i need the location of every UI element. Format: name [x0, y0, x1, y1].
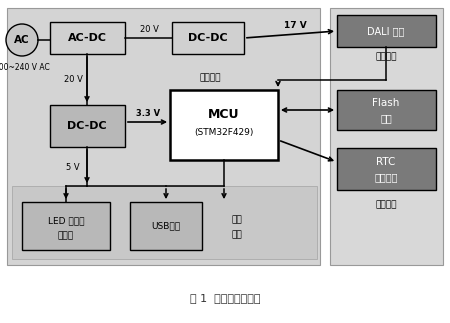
Bar [50, 22, 125, 54]
Text: RTC: RTC [376, 157, 396, 167]
Text: 存储: 存储 [380, 113, 392, 123]
Text: LED 指示灯: LED 指示灯 [48, 216, 84, 225]
Text: MCU: MCU [208, 109, 240, 121]
Bar [130, 202, 202, 250]
Bar [170, 90, 278, 160]
Text: 其他外设: 其他外设 [375, 201, 397, 210]
Bar [50, 105, 125, 147]
Text: 总线接口: 总线接口 [375, 53, 397, 61]
Text: DC-DC: DC-DC [67, 121, 107, 131]
Text: USB接口: USB接口 [152, 222, 180, 231]
Text: 20 V: 20 V [63, 76, 82, 85]
Bar [172, 22, 244, 54]
Text: 20 V: 20 V [140, 25, 158, 34]
Text: 图 1  主控器线路框图: 图 1 主控器线路框图 [190, 293, 260, 303]
Text: DC-DC: DC-DC [188, 33, 228, 43]
Text: 3.3 V: 3.3 V [136, 109, 160, 119]
Bar [7, 8, 320, 265]
Text: AC: AC [14, 35, 30, 45]
Text: 电源线路: 电源线路 [199, 74, 221, 82]
Text: (STM32F429): (STM32F429) [194, 129, 254, 138]
Text: Flash: Flash [372, 98, 400, 108]
Text: 及按钮: 及按钮 [58, 232, 74, 241]
Text: AC-DC: AC-DC [68, 33, 107, 43]
Text: 时钟管理: 时钟管理 [374, 172, 398, 182]
Bar [337, 148, 436, 190]
Bar [337, 90, 436, 130]
Circle shape [6, 24, 38, 56]
Bar [12, 186, 317, 259]
Bar [337, 15, 436, 47]
Bar [22, 202, 110, 250]
Bar [330, 8, 443, 265]
Text: 人机: 人机 [232, 215, 243, 224]
Text: 17 V: 17 V [284, 20, 306, 29]
Text: 5 V: 5 V [66, 163, 80, 172]
Text: 接口: 接口 [232, 231, 243, 239]
Text: DALI 接口: DALI 接口 [367, 26, 405, 36]
Text: 100~240 V AC: 100~240 V AC [0, 64, 50, 72]
